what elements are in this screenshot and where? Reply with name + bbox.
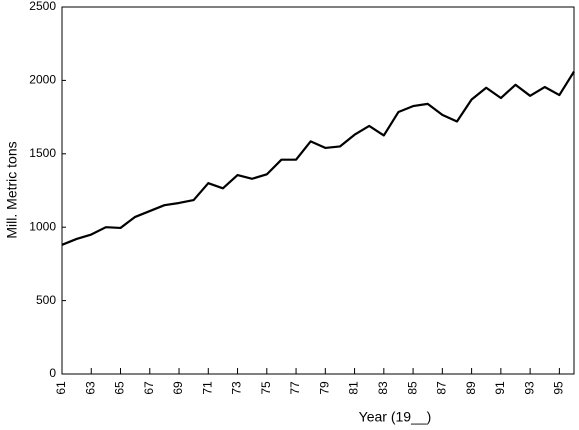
x-tick-label: 89 bbox=[464, 381, 478, 395]
x-tick-label: 69 bbox=[171, 381, 185, 395]
x-axis-label: Year (19__) bbox=[359, 409, 432, 425]
x-tick-label: 63 bbox=[83, 381, 97, 395]
x-tick-label: 77 bbox=[288, 381, 302, 395]
y-tick-label: 0 bbox=[49, 366, 56, 380]
y-tick-label: 1000 bbox=[29, 219, 56, 233]
x-tick-label: 61 bbox=[54, 381, 68, 395]
x-tick-label: 81 bbox=[347, 381, 361, 395]
y-tick-label: 1500 bbox=[29, 146, 56, 160]
y-tick-label: 2000 bbox=[29, 73, 56, 87]
x-tick-label: 83 bbox=[376, 381, 390, 395]
x-tick-label: 75 bbox=[259, 381, 273, 395]
line bbox=[61, 71, 575, 246]
x-tick-label: 73 bbox=[230, 381, 244, 395]
x-tick-label: 91 bbox=[493, 381, 507, 395]
x-tick-label: 87 bbox=[435, 381, 449, 395]
x-tick-label: 71 bbox=[200, 381, 214, 395]
x-tick-label: 85 bbox=[405, 381, 419, 395]
x-tick-label: 95 bbox=[552, 381, 566, 395]
x-tick-label: 65 bbox=[113, 381, 127, 395]
plot-frame bbox=[61, 6, 575, 375]
x-tick-label: 79 bbox=[317, 381, 331, 395]
y-tick-label: 500 bbox=[36, 293, 56, 307]
x-tick-label: 93 bbox=[522, 381, 536, 395]
y-tick-label: 2500 bbox=[29, 0, 56, 13]
x-tick-label: 67 bbox=[142, 381, 156, 395]
y-axis-label: Mill. Metric tons bbox=[4, 141, 20, 238]
